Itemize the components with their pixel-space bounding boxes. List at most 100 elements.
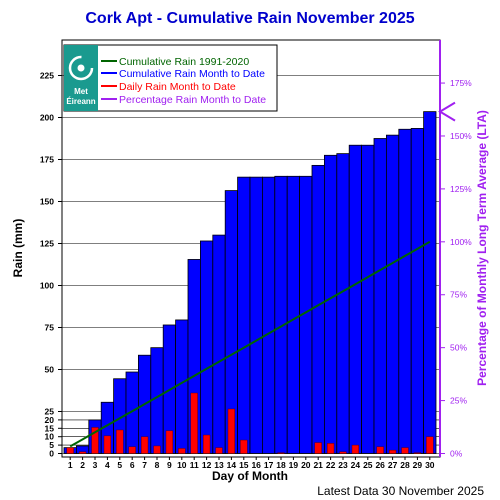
x-tick-label: 28: [400, 460, 410, 470]
x-tick-label: 8: [155, 460, 160, 470]
x-tick-label: 11: [190, 460, 199, 470]
x-tick-label: 18: [276, 460, 286, 470]
y2-tick-label: 0%: [450, 449, 463, 459]
daily-bar: [128, 446, 136, 454]
cumulative-bar: [175, 319, 189, 454]
x-tick-label: 4: [105, 460, 110, 470]
x-tick-label: 15: [239, 460, 249, 470]
daily-bar: [339, 451, 347, 454]
y-tick-label: 150: [40, 197, 54, 207]
y2-tick-label: 100%: [450, 237, 472, 247]
cumulative-bar: [423, 111, 437, 454]
y-tick-label: 75: [45, 323, 55, 333]
daily-bars: [66, 392, 434, 454]
y-tick-label: 50: [45, 365, 55, 375]
percent-marker-group: [438, 101, 456, 122]
legend-box: [63, 44, 278, 112]
daily-bar: [376, 446, 384, 454]
daily-bar: [314, 442, 322, 454]
cumulative-bar: [286, 175, 301, 454]
daily-bar: [103, 435, 112, 454]
y-tick-label: 125: [40, 239, 54, 249]
daily-bar: [413, 452, 422, 454]
x-tick-label: 6: [130, 460, 135, 470]
daily-bar: [78, 451, 87, 454]
x-tick-label: 1: [68, 460, 73, 470]
x-axis-label: Day of Month: [212, 469, 288, 483]
daily-bar: [116, 429, 124, 454]
x-tick-label: 20: [301, 460, 311, 470]
x-tick-label: 24: [351, 460, 361, 470]
y-tick-label: 15: [45, 423, 55, 433]
x-tick-label: 2: [80, 460, 85, 470]
daily-bar: [227, 408, 236, 454]
x-tick-label: 10: [177, 460, 187, 470]
y-tick-label: 0: [49, 449, 54, 459]
y-tick-label: 10: [45, 432, 55, 442]
logo-dot-icon: [77, 64, 85, 72]
cumulative-bar: [373, 138, 387, 454]
x-tick-label: 13: [214, 460, 224, 470]
x-tick-label: 23: [338, 460, 348, 470]
cumulative-bar: [336, 153, 350, 454]
x-tick-label: 19: [289, 460, 299, 470]
cumulative-bar: [249, 176, 263, 454]
x-tick-label: 27: [388, 460, 398, 470]
daily-bar: [426, 436, 434, 454]
legend: Met Éireann Cumulative Rain 1991-2020 Cu…: [63, 44, 278, 112]
daily-bar: [388, 449, 397, 454]
cumulative-bar: [311, 164, 325, 454]
percent-marker: [438, 101, 456, 122]
y-tick-label: 225: [40, 71, 54, 81]
daily-bar: [190, 392, 198, 454]
logo-text-eireann: Éireann: [66, 97, 95, 106]
x-tick-label: 26: [375, 460, 385, 470]
cumulative-bar: [323, 154, 338, 454]
daily-bar: [165, 430, 174, 454]
x-tick-label: 16: [251, 460, 261, 470]
daily-bar: [326, 443, 335, 454]
legend-label-percent: Percentage Rain Month to Date: [119, 94, 266, 106]
cumulative-bar: [398, 128, 412, 454]
y2-axis-label: Percentage of Monthly Long Term Average …: [475, 110, 489, 386]
y-tick-label: 5: [49, 440, 54, 450]
x-tick-label: 12: [202, 460, 212, 470]
lta-line-group: [69, 240, 431, 448]
legend-label-daily: Daily Rain Month to Date: [119, 81, 236, 93]
cumulative-bar: [410, 128, 425, 454]
x-tick-label: 14: [227, 460, 237, 470]
daily-bar: [178, 448, 186, 454]
x-tick-label: 22: [326, 460, 336, 470]
x-tick-label: 30: [425, 460, 435, 470]
y-tick-label: 200: [40, 113, 54, 123]
daily-bar: [277, 452, 285, 454]
daily-bar: [140, 436, 149, 454]
latest-data-footer: Latest Data 30 November 2025: [317, 484, 484, 498]
x-tick-label: 17: [264, 460, 274, 470]
x-tick-label: 9: [167, 460, 172, 470]
y2-tick-label: 50%: [450, 343, 467, 353]
chart-title: Cork Apt - Cumulative Rain November 2025: [85, 10, 414, 27]
legend-label-cumulative: Cumulative Rain Month to Date: [119, 68, 265, 80]
y2-tick-label: 25%: [450, 396, 467, 406]
x-tick-label: 5: [117, 460, 122, 470]
y-tick-label: 100: [40, 281, 54, 291]
y2-tick-label: 150%: [450, 131, 472, 141]
y-tick-label: 20: [45, 415, 55, 425]
daily-bar: [66, 447, 74, 454]
cumulative-bar: [274, 175, 288, 454]
met-eireann-logo: Met Éireann: [64, 45, 98, 111]
y-tick-label: 25: [45, 407, 55, 417]
daily-bar: [351, 444, 360, 454]
lta-line: [69, 240, 431, 448]
cumulative-bars: [63, 111, 437, 454]
cumulative-bar: [199, 240, 214, 454]
x-tick-label: 25: [363, 460, 373, 470]
cumulative-bar: [212, 234, 226, 454]
cumulative-bar: [237, 176, 251, 454]
y2-tick-label: 175%: [450, 78, 472, 88]
legend-label-lta: Cumulative Rain 1991-2020: [119, 56, 249, 68]
cumulative-bar: [348, 144, 363, 454]
